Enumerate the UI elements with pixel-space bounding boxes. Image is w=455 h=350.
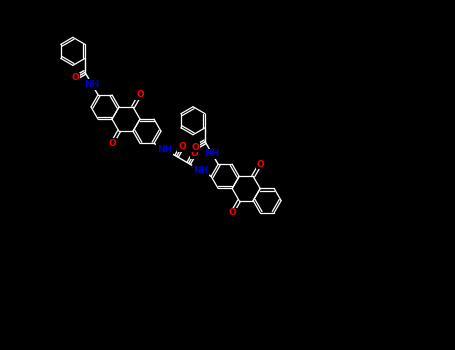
Text: NH: NH	[157, 145, 172, 154]
Text: O: O	[190, 149, 198, 158]
Text: O: O	[228, 208, 236, 217]
Text: O: O	[192, 143, 199, 152]
Text: NH: NH	[205, 149, 220, 158]
Text: O: O	[256, 160, 264, 169]
Text: O: O	[136, 90, 144, 99]
Text: NH: NH	[193, 166, 208, 175]
Text: O: O	[178, 142, 186, 151]
Text: O: O	[108, 139, 116, 148]
Text: O: O	[71, 74, 79, 82]
Text: NH: NH	[84, 80, 100, 89]
